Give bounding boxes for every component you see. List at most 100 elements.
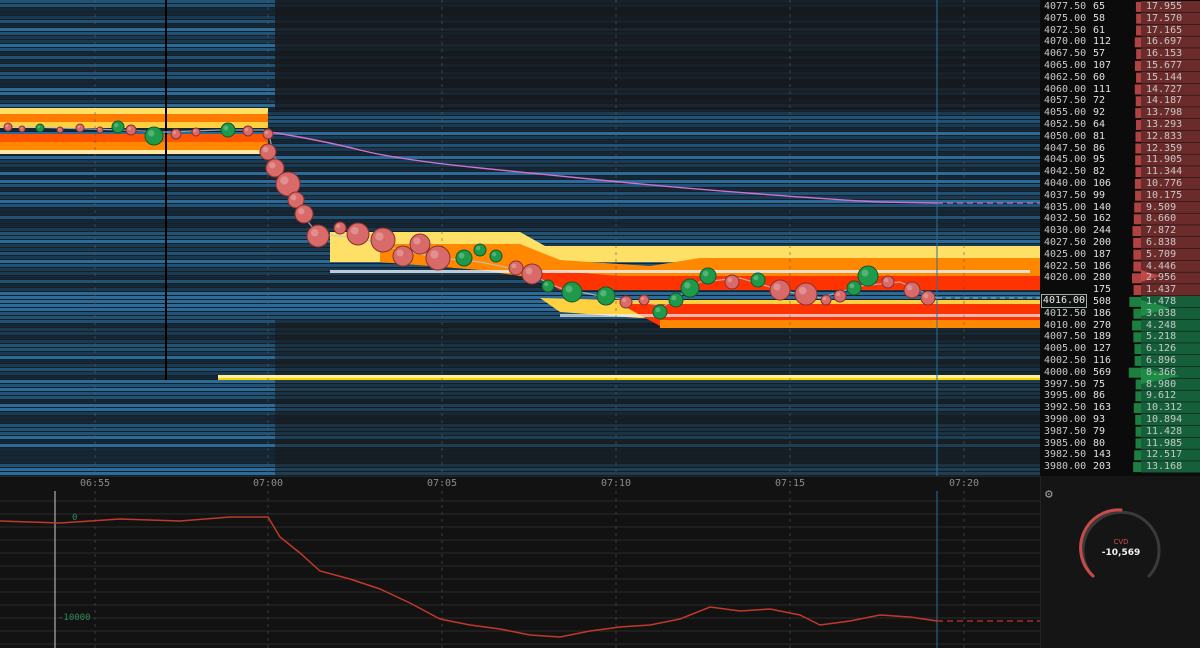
ladder-row-bg [1040,449,1141,461]
ladder-profile-bar [1128,367,1141,378]
ladder-row[interactable]: 4072.50 61 17.165 [1040,25,1200,37]
bubble-highlight [244,127,249,132]
ladder-price: 4025.00 [1044,248,1087,260]
bubble-highlight [98,128,101,131]
liquidity-band [0,180,1040,183]
ladder-row-bg [1040,319,1141,331]
ladder-row[interactable]: 4055.00 92 13.798 [1040,107,1200,119]
bubble-highlight [544,282,549,287]
ladder-row[interactable]: 4007.50 189 5.218 [1040,331,1200,343]
ladder-row[interactable]: 508 1.478 [1040,296,1200,308]
ladder-row[interactable]: 4032.50 162 8.660 [1040,213,1200,225]
ladder-cumulative: 12.359 [1146,142,1183,154]
time-tick-label: 06:55 [79,478,111,489]
ladder-row[interactable]: 4012.50 186 3.038 [1040,308,1200,320]
ladder-row[interactable]: 3980.00 203 13.168 [1040,461,1200,473]
ladder-cum-cell [1141,355,1200,367]
ladder-cum-cell [1141,237,1200,249]
ladder-row[interactable]: 4075.00 58 17.570 [1040,13,1200,25]
ladder-row[interactable]: 4025.00 187 5.709 [1040,249,1200,261]
heatmap-chart[interactable] [0,0,1040,476]
ladder-row[interactable]: 3992.50 163 10.312 [1040,402,1200,414]
ladder-price: 3997.50 [1044,378,1087,390]
ladder-row[interactable]: 3990.00 93 10.894 [1040,414,1200,426]
ladder-cumulative: 8.366 [1146,366,1177,378]
ladder-row[interactable]: 4060.00 111 14.727 [1040,84,1200,96]
ladder-row[interactable]: 4065.00 107 15.677 [1040,60,1200,72]
cvd-chart[interactable]: 0 -10000 [0,491,1040,648]
liquidity-band [0,316,1040,319]
ladder-profile-bar [1132,226,1141,237]
buy-trade-bubble [750,272,766,288]
ladder-row[interactable]: 175 1.437 [1040,284,1200,296]
ladder-row[interactable]: 4005.00 127 6.126 [1040,343,1200,355]
ladder-row[interactable]: 4042.50 82 11.344 [1040,166,1200,178]
ladder-row[interactable]: 4062.50 60 15.144 [1040,72,1200,84]
liquidity-band [0,228,1040,231]
ladder-row[interactable]: 4067.50 57 16.153 [1040,48,1200,60]
ladder-row-bg [1040,296,1141,308]
ladder-row[interactable]: 4010.00 270 4.248 [1040,320,1200,332]
bubble-highlight [884,278,889,283]
sell-trade-bubble [287,191,305,209]
ladder-profile-bar [1131,273,1141,284]
sell-trade-bubble [409,233,431,255]
ladder-price: 3985.00 [1044,437,1087,449]
ladder-cumulative: 13.168 [1146,461,1183,473]
bubble-highlight [396,249,404,257]
ladder-row[interactable]: 4030.00 244 7.872 [1040,225,1200,237]
ladder-row[interactable]: 4070.00 112 16.697 [1040,36,1200,48]
bubble-highlight [264,130,269,135]
bubble-highlight [836,292,841,297]
liquidity-band [0,220,1040,223]
ladder-volume: 569 [1093,366,1112,378]
ladder-row[interactable]: 4057.50 72 14.187 [1040,95,1200,107]
buy-trade-bubble [35,123,45,133]
ladder-row-bg [1040,12,1141,25]
ladder-price: 4035.00 [1044,201,1087,213]
liquidity-band [0,284,1040,287]
liquidity-band [0,208,1040,211]
ladder-row[interactable]: 4052.50 64 13.293 [1040,119,1200,131]
ladder-row[interactable]: 4037.50 99 10.175 [1040,190,1200,202]
ladder-row[interactable]: 4035.00 140 9.509 [1040,202,1200,214]
level-line-4000 [218,375,1040,378]
ladder-row[interactable]: 4020.00 280 2.956 [1040,272,1200,284]
ladder-profile-bar [1134,355,1141,366]
ladder-row[interactable]: 4027.50 200 6.838 [1040,237,1200,249]
ladder-row-bg [1040,461,1141,473]
liquidity-band [0,184,1040,187]
ladder-price: 3990.00 [1044,414,1087,425]
bubble-highlight [172,130,177,135]
price-ladder[interactable]: 4077.50 65 17.955 4075.00 58 17.570 4072.50 61 1… [1040,0,1200,476]
ladder-row[interactable]: 3987.50 79 11.428 [1040,426,1200,438]
sell-trade-bubble [294,204,314,224]
ladder-row[interactable]: 3985.00 80 11.985 [1040,438,1200,450]
gear-icon[interactable]: ⚙ [1045,487,1053,502]
ladder-profile-bar [1133,237,1141,248]
bubble-highlight [413,237,421,245]
bubble-highlight [849,283,855,289]
sell-trade-bubble [724,274,740,290]
sell-trade-bubble [392,245,414,267]
ladder-profile-bar [1135,143,1141,154]
ladder-row[interactable]: 4040.00 106 10.776 [1040,178,1200,190]
ladder-row[interactable]: 3982.50 143 12.517 [1040,449,1200,461]
ladder-row[interactable]: 4000.00 569 8.366 [1040,367,1200,379]
ladder-volume: 61 [1093,24,1106,36]
ladder-volume: 92 [1093,107,1106,119]
ladder-row[interactable]: 4002.50 116 6.896 [1040,355,1200,367]
cvd-canvas[interactable] [0,491,1040,648]
ladder-row[interactable]: 3995.00 86 9.612 [1040,390,1200,402]
heatmap-canvas[interactable] [0,0,1040,476]
ladder-row[interactable]: 4022.50 186 4.446 [1040,261,1200,273]
ladder-row-bg [1040,178,1141,190]
ladder-profile-bar [1135,119,1141,130]
ladder-row[interactable]: 4077.50 65 17.955 [1040,1,1200,13]
ladder-row[interactable]: 4050.00 81 12.833 [1040,131,1200,143]
ladder-row[interactable]: 4047.50 86 12.359 [1040,143,1200,155]
ladder-row[interactable]: 4045.00 95 11.905 [1040,154,1200,166]
ladder-cumulative: 12.833 [1146,130,1183,142]
ladder-price: 4005.00 [1044,343,1087,355]
ladder-row[interactable]: 3997.50 75 8.980 [1040,379,1200,391]
